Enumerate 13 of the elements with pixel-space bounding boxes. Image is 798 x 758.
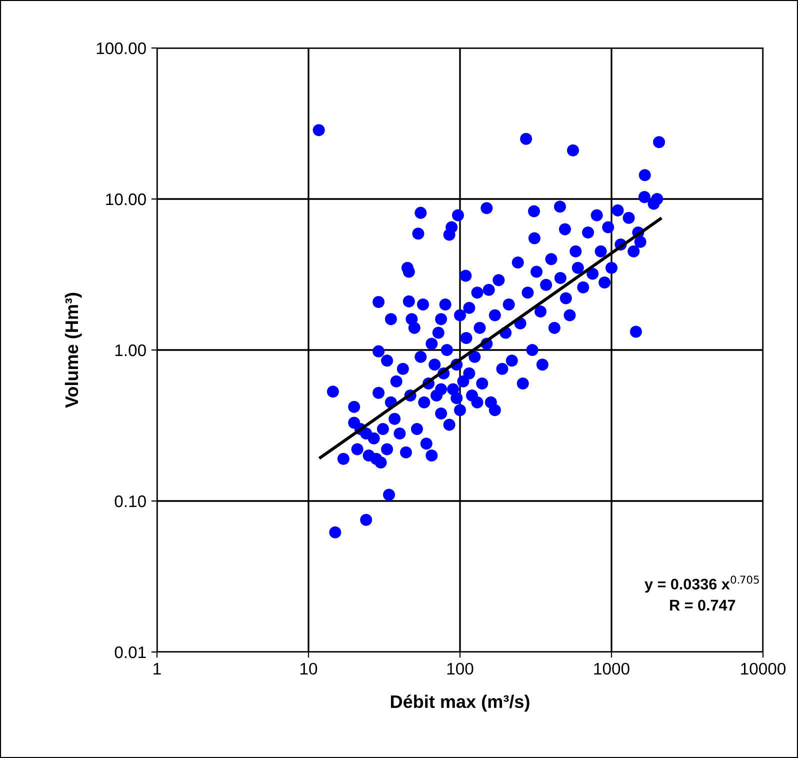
y-axis-title: Volume (Hm³) (64, 292, 82, 408)
x-axis-title: Débit max (m³/s) (390, 694, 530, 712)
x-tick-label: 1 (154, 663, 161, 674)
y-tick-label: 0.10 (114, 495, 146, 508)
y-tick-label: 100.00 (96, 42, 146, 54)
x-tick-label: 10000 (741, 662, 786, 675)
x-tick-label: 10 (300, 662, 318, 675)
y-tick-label: 1.00 (115, 344, 146, 356)
text: y = 0.0336 x$^{0.705}$ R = 0.747 (644, 576, 759, 611)
x-tick-label: 100 (447, 662, 474, 675)
y-tick-label: 0.01 (114, 646, 146, 658)
y-tick-label: 10.00 (106, 193, 146, 206)
x-tick-label: 1000 (594, 662, 630, 675)
